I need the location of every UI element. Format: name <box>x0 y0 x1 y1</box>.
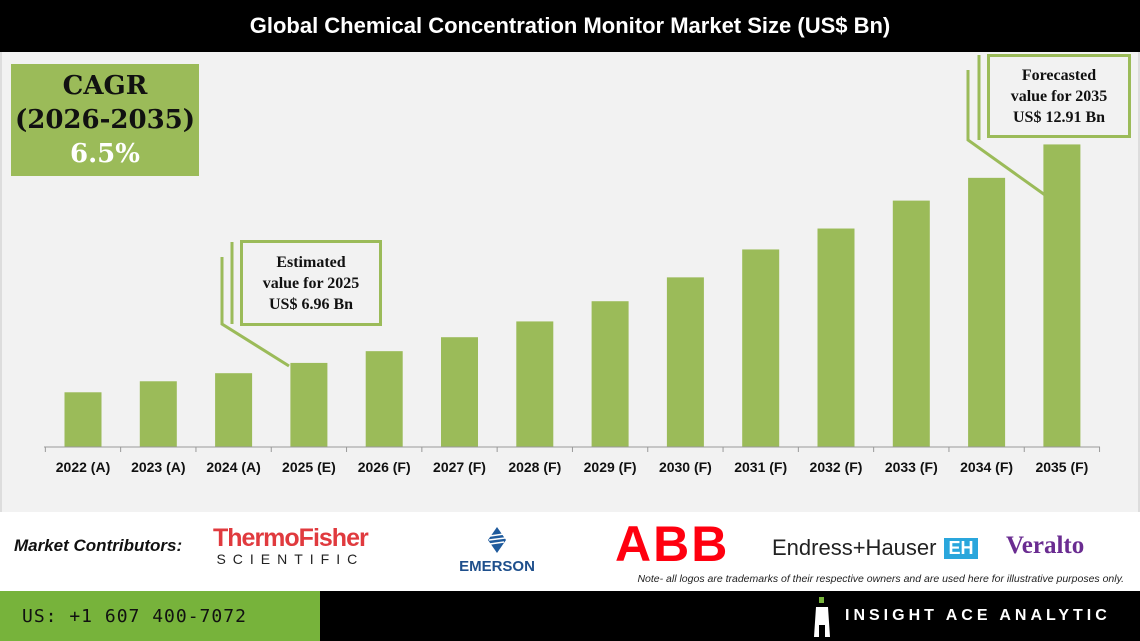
plot-area: 2022 (A) 2023 (A) 2024 (A) 2025 (E) 2026 (F)… <box>0 52 1140 512</box>
x-tick-label: 2031 (F) <box>734 459 787 475</box>
forecast-callout-connector <box>966 70 1046 197</box>
emerson-wordmark: EMERSON <box>459 558 535 575</box>
callout-value: US$ 6.96 Bn <box>268 295 354 313</box>
x-tick-label: 2022 (A) <box>56 459 110 475</box>
x-tick-label: 2029 (F) <box>584 459 637 475</box>
bar-2023-A <box>139 381 177 447</box>
bar-2028-F <box>516 321 554 447</box>
x-tick-label: 2028 (F) <box>508 459 561 475</box>
cagr-value: 6.5% <box>70 139 140 169</box>
x-tick-label: 2026 (F) <box>358 459 411 475</box>
cagr-box: CAGR (2026-2035) 6.5% <box>11 64 199 176</box>
estimated-value-callout: Estimated value for 2025 US$ 6.96 Bn <box>240 240 382 326</box>
bar-2035-F <box>1043 144 1081 447</box>
insight-ace-logo-icon <box>814 597 830 637</box>
endress-hauser-wordmark: Endress+Hauser <box>772 535 937 560</box>
x-tick-label: 2027 (F) <box>433 459 486 475</box>
footer: US: +1 607 400-7072 INSIGHT ACE ANALYTIC <box>0 591 1140 641</box>
bar-2025-E <box>290 362 328 447</box>
callout-text: Forecasted <box>1021 66 1097 84</box>
bar-2027-F <box>441 337 478 447</box>
cagr-period: (2026-2035) <box>14 105 196 135</box>
bar-2026-F <box>365 351 403 447</box>
callout-text: value for 2025 <box>262 274 360 292</box>
x-tick-label: 2023 (A) <box>131 459 185 475</box>
forecast-value-callout: Forecasted value for 2035 US$ 12.91 Bn <box>987 54 1131 138</box>
x-tick-label: 2032 (F) <box>810 459 863 475</box>
bar-2024-A <box>215 373 253 447</box>
brand-name: INSIGHT ACE ANALYTIC <box>845 607 1111 624</box>
trademark-note: Note- all logos are trademarks of their … <box>637 573 1124 585</box>
chart-title: Global Chemical Concentration Monitor Ma… <box>0 0 1140 52</box>
bar-2022-A <box>64 392 102 447</box>
scientific-wordmark: SCIENTIFIC <box>216 551 365 567</box>
bar-2031-F <box>742 249 780 447</box>
bar-2032-F <box>817 228 855 447</box>
emerson-emblem-icon <box>488 527 506 553</box>
x-tick-label: 2034 (F) <box>960 459 1013 475</box>
callout-text: Estimated <box>276 253 346 271</box>
endress-hauser-logo: Endress+Hauser EH <box>772 535 978 561</box>
x-tick-label: 2033 (F) <box>885 459 938 475</box>
x-tick-label: 2030 (F) <box>659 459 712 475</box>
eh-emblem-icon: EH <box>944 537 978 559</box>
callout-value: US$ 12.91 Bn <box>1012 108 1106 126</box>
veralto-logo: Veralto <box>1006 532 1085 559</box>
abb-logo: ABB <box>615 516 730 572</box>
market-contributors: Market Contributors: ThermoFisher SCIENT… <box>0 513 1140 591</box>
x-tick-label: 2025 (E) <box>282 459 336 475</box>
emerson-logo: EMERSON <box>449 527 545 575</box>
phone-number[interactable]: US: +1 607 400-7072 <box>0 591 320 641</box>
thermofisher-logo: ThermoFisher SCIENTIFIC <box>213 524 369 567</box>
thermofisher-wordmark: ThermoFisher <box>213 524 369 552</box>
bar-2029-F <box>591 301 629 447</box>
bar-2030-F <box>666 277 704 447</box>
estimated-callout-connector <box>220 257 290 368</box>
bar-chart: 2022 (A) 2023 (A) 2024 (A) 2025 (E) 2026 (F)… <box>44 55 1101 475</box>
bar-2033-F <box>892 200 930 447</box>
x-tick-label: 2035 (F) <box>1035 459 1088 475</box>
contributors-label: Market Contributors: <box>14 536 183 555</box>
x-tick-label: 2024 (A) <box>206 459 260 475</box>
callout-text: value for 2035 <box>1010 87 1108 105</box>
cagr-label: CAGR <box>62 71 148 101</box>
bar-2034-F <box>968 177 1006 447</box>
